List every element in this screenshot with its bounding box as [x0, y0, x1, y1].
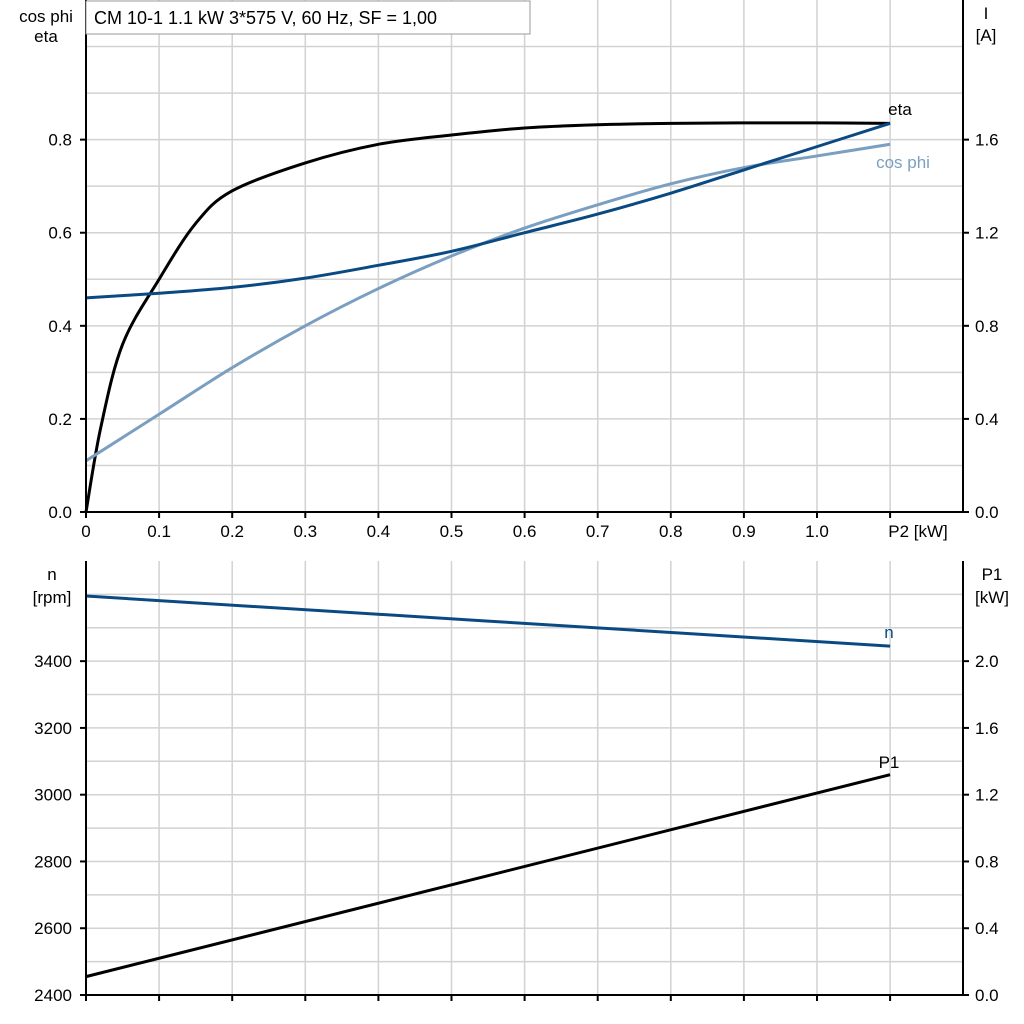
y-left-tick-label: 3400	[34, 652, 72, 671]
top-right-ylabel-2: [A]	[976, 26, 997, 45]
y-left-tick-label: 0.4	[48, 317, 72, 336]
top-grid	[86, 0, 964, 512]
series-line-cos-phi	[85, 142, 891, 463]
series-label-eta: eta	[888, 100, 912, 119]
y-right-tick-label: 1.6	[975, 131, 999, 150]
y-right-tick-label: 0.8	[975, 317, 999, 336]
x-tick-label: 0.5	[440, 522, 464, 541]
series-label-p1: P1	[879, 753, 900, 772]
series-label-cos-phi: cos phi	[876, 153, 930, 172]
bottom-right-ylabel-2: [kW]	[975, 588, 1009, 607]
y-left-tick-label: 2800	[34, 852, 72, 871]
y-right-tick-label: 0.0	[975, 503, 999, 522]
bottom-grid	[86, 561, 964, 995]
x-tick-label: 0	[81, 522, 90, 541]
y-right-tick-label: 0.8	[975, 852, 999, 871]
title-box: CM 10-1 1.1 kW 3*575 V, 60 Hz, SF = 1,00	[85, 0, 531, 35]
y-left-tick-label: 0.8	[48, 131, 72, 150]
y-right-tick-label: 0.0	[975, 986, 999, 1005]
series-line-eta	[84, 121, 891, 513]
x-tick-label: 0.3	[293, 522, 317, 541]
y-right-tick-label: 0.4	[975, 919, 999, 938]
x-tick-label: 0.9	[732, 522, 756, 541]
x-tick-label: 0.8	[659, 522, 683, 541]
x-tick-label: 0.2	[220, 522, 244, 541]
y-left-tick-label: 0.2	[48, 410, 72, 429]
y-left-tick-label: 3200	[34, 719, 72, 738]
y-left-tick-label: 2400	[34, 986, 72, 1005]
y-right-tick-label: 2.0	[975, 652, 999, 671]
series-line-p1	[85, 773, 891, 979]
bottom-left-ylabel-1: n	[47, 565, 56, 584]
top-left-ylabel-1: cos phi	[19, 7, 73, 26]
series-line-current	[85, 121, 891, 300]
top-left-ylabel-2: eta	[34, 27, 58, 46]
y-left-tick-label: 0.0	[48, 503, 72, 522]
axes-layer: 0 0.1 0.2 0.3 0.4 0.5 0.6 0.7 0.8 0.9 1.0 0.0 0.2 0.4…	[34, 0, 999, 1005]
y-right-tick-label: 0.4	[975, 410, 999, 429]
y-left-tick-label: 0.6	[48, 224, 72, 243]
top-right-ylabel-1: I	[984, 4, 989, 23]
y-left-tick-label: 3000	[34, 786, 72, 805]
y-right-tick-label: 1.2	[975, 224, 999, 243]
x-tick-label: 0.4	[367, 522, 391, 541]
chart-title: CM 10-1 1.1 kW 3*575 V, 60 Hz, SF = 1,00	[94, 8, 437, 28]
y-left-tick-label: 2600	[34, 919, 72, 938]
x-tick-label: 1.0	[805, 522, 829, 541]
x-tick-label: 0.7	[586, 522, 610, 541]
series-layer	[84, 121, 891, 979]
bottom-right-ylabel-1: P1	[982, 565, 1003, 584]
x-axis-label: P2 [kW]	[888, 522, 948, 541]
x-tick-label: 0.1	[147, 522, 171, 541]
y-right-tick-label: 1.2	[975, 786, 999, 805]
series-label-n: n	[884, 623, 893, 642]
series-line-n	[85, 594, 891, 648]
y-right-tick-label: 1.6	[975, 719, 999, 738]
x-tick-label: 0.6	[513, 522, 537, 541]
bottom-left-ylabel-2: [rpm]	[33, 588, 72, 607]
